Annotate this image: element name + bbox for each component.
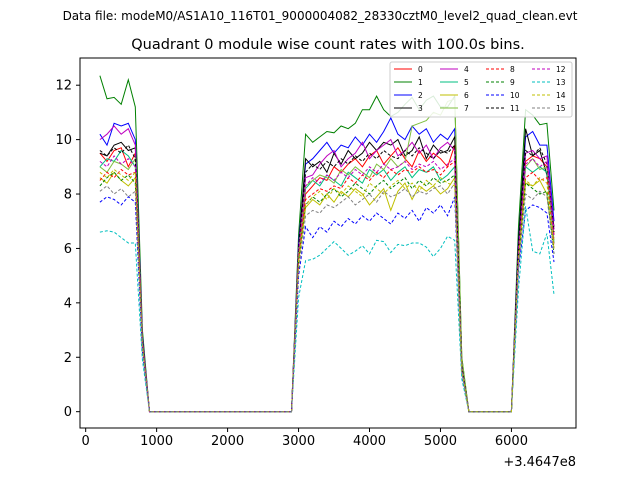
legend-frame (389, 61, 573, 118)
x-tick-label: 1000 (140, 434, 173, 449)
legend-label-1: 1 (418, 78, 423, 87)
series-line-12 (99, 155, 555, 413)
legend-label-10: 10 (510, 91, 520, 100)
y-tick-label: 6 (64, 242, 72, 257)
legend-label-12: 12 (556, 65, 566, 74)
x-tick-label: 5000 (424, 434, 457, 449)
plot-lines (99, 75, 555, 413)
legend-label-6: 6 (464, 91, 469, 100)
legend-label-9: 9 (510, 78, 515, 87)
legend-label-11: 11 (510, 104, 520, 113)
data-file-suptitle: Data file: modeM0/AS1A10_116T01_90000040… (63, 9, 578, 23)
legend-label-3: 3 (418, 104, 423, 113)
x-offset-label: +3.4647e8 (503, 455, 576, 470)
x-tick-label: 0 (82, 434, 90, 449)
x-tick-label: 6000 (495, 434, 528, 449)
y-axis-ticks: 0 2 4 6 8 10 12 (55, 79, 80, 420)
legend-label-13: 13 (556, 78, 566, 87)
legend-label-2: 2 (418, 91, 423, 100)
y-tick-label: 0 (64, 405, 72, 420)
x-tick-label: 2000 (211, 434, 244, 449)
legend-label-14: 14 (556, 91, 566, 100)
legend-label-7: 7 (464, 104, 469, 113)
x-tick-label: 3000 (282, 434, 315, 449)
y-tick-label: 10 (55, 133, 72, 148)
y-tick-label: 4 (64, 296, 72, 311)
x-axis-ticks: 0 1000 2000 3000 4000 5000 6000 (82, 428, 528, 449)
y-tick-label: 2 (64, 351, 72, 366)
y-tick-label: 8 (64, 188, 72, 203)
series-line-13 (99, 206, 555, 413)
x-tick-label: 4000 (353, 434, 386, 449)
legend-label-0: 0 (418, 65, 423, 74)
legend-label-8: 8 (510, 65, 515, 74)
y-tick-label: 12 (55, 79, 72, 94)
series-line-15 (99, 181, 555, 413)
axes-frame (79, 57, 577, 429)
chart-title: Quadrant 0 module wise count rates with … (131, 37, 525, 53)
legend-label-15: 15 (556, 104, 566, 113)
legend-label-4: 4 (464, 65, 469, 74)
legend-label-5: 5 (464, 78, 469, 87)
